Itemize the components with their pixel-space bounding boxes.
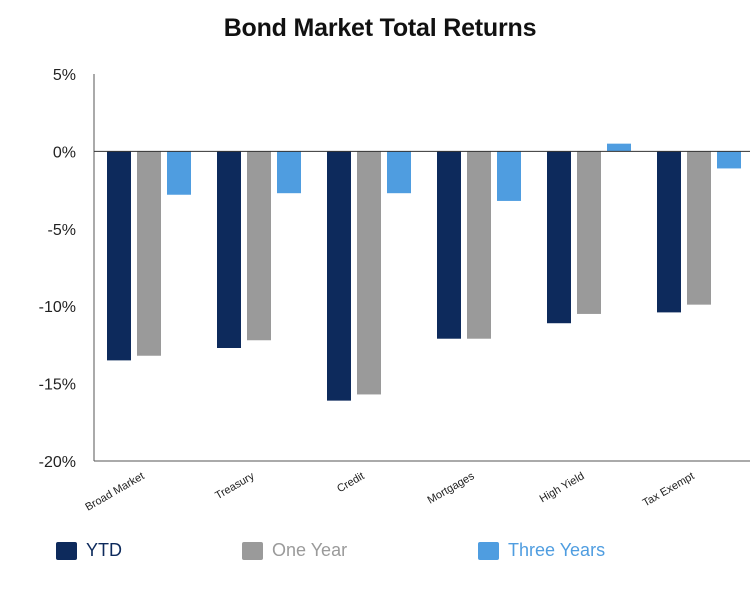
legend: YTD One Year Three Years [0, 540, 750, 564]
category-label: Credit [335, 470, 366, 495]
bar [547, 151, 571, 324]
bar [687, 151, 711, 305]
bar [277, 151, 301, 194]
axes [93, 74, 750, 462]
legend-item-ytd: YTD [56, 540, 122, 561]
bars [107, 143, 741, 401]
y-tick-label: -10% [39, 299, 76, 316]
y-tick-label: 5% [53, 67, 76, 84]
y-tick-label: -20% [39, 454, 76, 471]
bar [137, 151, 161, 356]
bar [717, 151, 741, 169]
bar [607, 143, 631, 152]
bar [657, 151, 681, 313]
category-label: Treasury [213, 470, 257, 502]
category-labels: Broad Market Treasury Credit Mortgages High … [83, 470, 696, 514]
category-label: Tax Exempt [641, 470, 697, 509]
y-tick-label: -5% [48, 222, 76, 239]
legend-label-one-year: One Year [272, 540, 348, 560]
bar [467, 151, 491, 339]
bar [497, 151, 521, 201]
bar [577, 151, 601, 314]
y-tick-label: 0% [53, 144, 76, 161]
chart-title: Bond Market Total Returns [223, 14, 537, 42]
bar [327, 151, 351, 401]
legend-item-one-year: One Year [242, 540, 347, 561]
bar [247, 151, 271, 341]
bar [107, 151, 131, 361]
legend-label-ytd: YTD [86, 540, 122, 560]
bar [437, 151, 461, 339]
y-axis-ticks: 5% 0% -5% -10% -15% -20% [39, 67, 76, 471]
legend-swatch-three-years [478, 541, 499, 560]
y-tick-label: -15% [39, 377, 76, 394]
bar [387, 151, 411, 194]
bar [217, 151, 241, 348]
category-label: Broad Market [83, 470, 146, 513]
legend-item-three-years: Three Years [478, 540, 605, 561]
legend-label-three-years: Three Years [508, 540, 606, 560]
category-label: High Yield [538, 470, 587, 505]
legend-swatch-one-year [242, 541, 263, 560]
category-label: Mortgages [425, 470, 476, 507]
legend-swatch-ytd [56, 541, 77, 560]
bar [167, 151, 191, 195]
bar [357, 151, 381, 395]
